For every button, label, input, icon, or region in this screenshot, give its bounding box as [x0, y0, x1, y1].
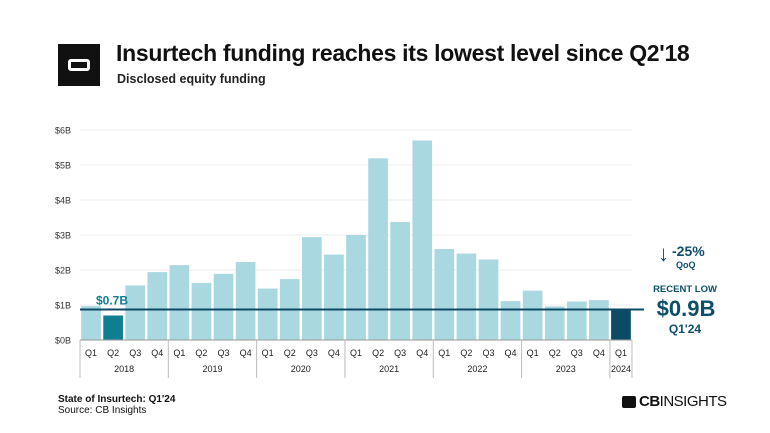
- x-tick-label: Q1: [438, 348, 450, 358]
- bar-2022-Q2: [456, 253, 477, 340]
- x-tick-label: Q1: [85, 348, 97, 358]
- prior-low-label: $0.7B: [96, 294, 128, 308]
- recent-low-label: RECENT LOW: [653, 284, 717, 295]
- recent-low-quarter: Q1'24: [668, 322, 702, 336]
- bar-2020-Q4: [324, 254, 344, 340]
- arrow-down-icon: ↓: [658, 241, 669, 266]
- x-tick-label: Q1: [173, 348, 185, 358]
- bar-2022-Q3: [478, 259, 499, 340]
- bar-2021-Q2: [368, 158, 388, 340]
- x-tick-label: Q2: [195, 348, 207, 358]
- brand-insights: INSIGHTS: [659, 393, 727, 410]
- bar-2019-Q4: [235, 261, 256, 340]
- bar-2018-Q3: [125, 285, 146, 340]
- year-label: 2021: [379, 364, 399, 374]
- bar-2019-Q2: [191, 282, 212, 340]
- change-period: QoQ: [676, 260, 696, 270]
- bar-2020-Q1: [257, 288, 278, 340]
- year-label: 2019: [202, 364, 222, 374]
- x-tick-label: Q2: [107, 348, 119, 358]
- x-tick-label: Q2: [372, 348, 384, 358]
- bar-2019-Q1: [169, 265, 190, 340]
- bar-2022-Q4: [500, 301, 521, 340]
- x-tick-label: Q4: [328, 348, 340, 358]
- bar-2023-Q4: [589, 300, 609, 340]
- x-tick-label: Q4: [505, 348, 517, 358]
- y-tick-label: $5B: [55, 161, 71, 171]
- x-tick-label: Q3: [482, 348, 494, 358]
- x-tick-label: Q4: [593, 348, 605, 358]
- year-label: 2020: [291, 364, 311, 374]
- y-tick-label: $0B: [55, 336, 71, 346]
- y-tick-label: $3B: [55, 231, 71, 241]
- recent-low-value: $0.9B: [656, 296, 716, 321]
- x-tick-label: Q3: [306, 348, 318, 358]
- bar-2021-Q1: [346, 235, 366, 340]
- x-tick-label: Q3: [218, 348, 230, 358]
- bar-2023-Q2: [544, 306, 565, 340]
- x-tick-label: Q3: [129, 348, 141, 358]
- cb-brand-icon: [622, 395, 636, 408]
- x-tick-label: Q2: [460, 348, 472, 358]
- report-name: State of Insurtech: Q1'24: [58, 394, 176, 405]
- source: Source: CB Insights: [58, 405, 147, 416]
- chart-title: Insurtech funding reaches its lowest lev…: [116, 40, 690, 66]
- x-tick-label: Q4: [416, 348, 428, 358]
- x-tick-label: Q1: [350, 348, 362, 358]
- x-tick-label: Q1: [527, 348, 539, 358]
- x-tick-label: Q4: [151, 348, 163, 358]
- bar-2022-Q1: [434, 249, 455, 340]
- chart-subtitle: Disclosed equity funding: [117, 72, 266, 86]
- cb-insights-brand: CB INSIGHTS: [622, 393, 727, 410]
- brand-cb: CB: [639, 393, 660, 410]
- change-value: -25%: [672, 243, 705, 259]
- y-tick-label: $4B: [55, 196, 71, 206]
- x-tick-label: Q1: [615, 348, 627, 358]
- y-tick-label: $6B: [55, 126, 71, 136]
- bar-2021-Q4: [412, 140, 433, 340]
- x-tick-label: Q1: [262, 348, 274, 358]
- bar-2018-Q2: [103, 315, 123, 340]
- year-label: 2018: [114, 364, 134, 374]
- year-label: 2022: [467, 364, 487, 374]
- bar-2019-Q3: [213, 273, 234, 340]
- bar-2020-Q3: [302, 237, 322, 340]
- bar-2018-Q1: [81, 306, 101, 340]
- bar-2018-Q4: [147, 272, 168, 340]
- x-tick-label: Q4: [240, 348, 252, 358]
- year-label: 2023: [556, 364, 576, 374]
- x-tick-label: Q2: [284, 348, 296, 358]
- x-tick-label: Q3: [394, 348, 406, 358]
- x-tick-label: Q2: [549, 348, 561, 358]
- year-label: 2024: [611, 364, 631, 374]
- y-tick-label: $2B: [55, 266, 71, 276]
- bar-2023-Q3: [566, 301, 587, 340]
- y-tick-label: $1B: [55, 301, 71, 311]
- bar-2021-Q3: [390, 222, 410, 340]
- bar-2024-Q1: [611, 309, 631, 340]
- x-tick-label: Q3: [571, 348, 583, 358]
- bar-2023-Q1: [522, 290, 543, 340]
- cb-logo: [58, 44, 100, 86]
